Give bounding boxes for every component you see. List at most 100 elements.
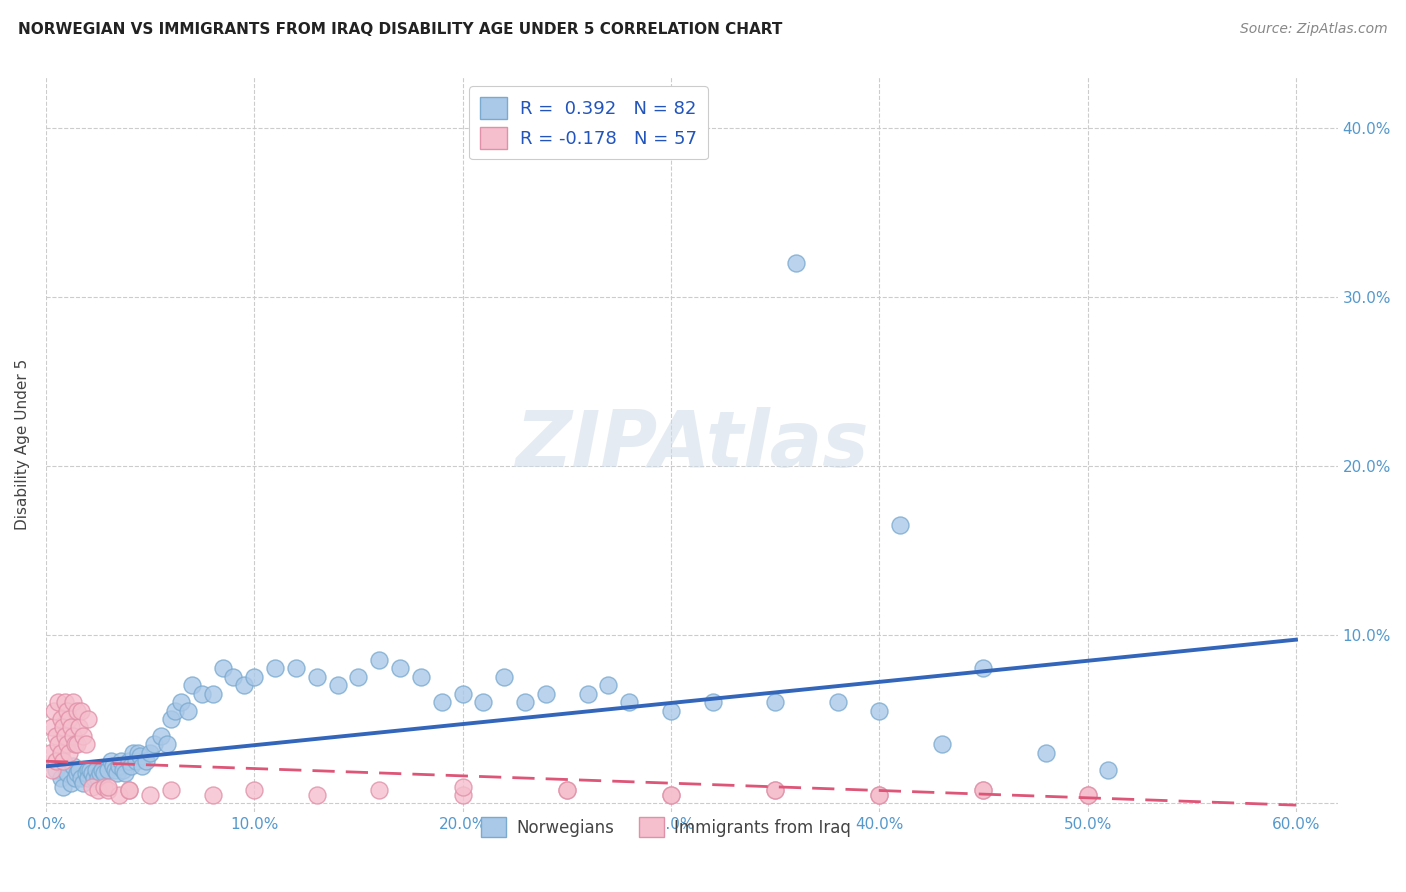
Point bbox=[285, 661, 308, 675]
Point bbox=[97, 780, 120, 794]
Point bbox=[659, 788, 682, 802]
Point bbox=[45, 729, 67, 743]
Point bbox=[763, 783, 786, 797]
Point bbox=[70, 771, 93, 785]
Point bbox=[93, 780, 115, 794]
Point bbox=[555, 783, 578, 797]
Point bbox=[409, 670, 432, 684]
Point bbox=[165, 704, 187, 718]
Point bbox=[451, 780, 474, 794]
Point bbox=[156, 737, 179, 751]
Point bbox=[120, 759, 142, 773]
Point bbox=[76, 771, 98, 785]
Point bbox=[451, 788, 474, 802]
Point bbox=[76, 712, 98, 726]
Point bbox=[52, 754, 75, 768]
Point bbox=[122, 746, 145, 760]
Point bbox=[56, 766, 79, 780]
Point bbox=[389, 661, 412, 675]
Point bbox=[48, 695, 70, 709]
Point bbox=[659, 704, 682, 718]
Point bbox=[52, 780, 75, 794]
Point bbox=[1035, 746, 1057, 760]
Point bbox=[45, 754, 67, 768]
Point bbox=[326, 678, 349, 692]
Point bbox=[79, 763, 101, 777]
Point bbox=[305, 670, 328, 684]
Point bbox=[67, 721, 90, 735]
Point bbox=[451, 687, 474, 701]
Point bbox=[555, 783, 578, 797]
Point bbox=[305, 788, 328, 802]
Point bbox=[347, 670, 370, 684]
Point bbox=[52, 721, 75, 735]
Point bbox=[63, 737, 86, 751]
Point bbox=[118, 783, 141, 797]
Y-axis label: Disability Age Under 5: Disability Age Under 5 bbox=[15, 359, 30, 530]
Point bbox=[143, 737, 166, 751]
Point bbox=[827, 695, 849, 709]
Point bbox=[368, 783, 391, 797]
Point bbox=[264, 661, 287, 675]
Point bbox=[108, 788, 131, 802]
Text: ZIPAtlas: ZIPAtlas bbox=[515, 407, 869, 483]
Point bbox=[110, 754, 132, 768]
Point bbox=[619, 695, 641, 709]
Point bbox=[232, 678, 254, 692]
Point bbox=[1077, 788, 1099, 802]
Point bbox=[108, 759, 131, 773]
Point bbox=[59, 776, 82, 790]
Point bbox=[84, 763, 107, 777]
Point bbox=[222, 670, 245, 684]
Point bbox=[58, 746, 80, 760]
Point bbox=[176, 704, 198, 718]
Legend: Norwegians, Immigrants from Iraq: Norwegians, Immigrants from Iraq bbox=[474, 810, 858, 844]
Point bbox=[868, 704, 890, 718]
Point bbox=[868, 788, 890, 802]
Point bbox=[931, 737, 953, 751]
Point bbox=[191, 687, 214, 701]
Point bbox=[1077, 788, 1099, 802]
Point bbox=[702, 695, 724, 709]
Point bbox=[201, 687, 224, 701]
Point bbox=[368, 653, 391, 667]
Point bbox=[104, 763, 127, 777]
Point bbox=[972, 783, 994, 797]
Point bbox=[139, 788, 162, 802]
Point bbox=[56, 737, 79, 751]
Point bbox=[58, 712, 80, 726]
Point bbox=[243, 670, 266, 684]
Point bbox=[53, 695, 76, 709]
Point bbox=[201, 788, 224, 802]
Point bbox=[66, 766, 89, 780]
Point bbox=[100, 754, 122, 768]
Point bbox=[45, 763, 67, 777]
Point bbox=[534, 687, 557, 701]
Point bbox=[243, 783, 266, 797]
Point bbox=[576, 687, 599, 701]
Point bbox=[75, 766, 97, 780]
Point bbox=[112, 763, 135, 777]
Point bbox=[97, 763, 120, 777]
Text: Source: ZipAtlas.com: Source: ZipAtlas.com bbox=[1240, 22, 1388, 37]
Point bbox=[763, 695, 786, 709]
Point bbox=[80, 780, 103, 794]
Point bbox=[62, 759, 84, 773]
Point bbox=[598, 678, 620, 692]
Point bbox=[785, 256, 807, 270]
Point bbox=[48, 737, 70, 751]
Point bbox=[87, 771, 110, 785]
Point bbox=[62, 729, 84, 743]
Point bbox=[49, 712, 72, 726]
Point bbox=[39, 746, 62, 760]
Point bbox=[972, 661, 994, 675]
Point bbox=[72, 729, 94, 743]
Point bbox=[763, 783, 786, 797]
Point bbox=[83, 771, 105, 785]
Point bbox=[101, 759, 124, 773]
Point bbox=[128, 749, 150, 764]
Point bbox=[868, 788, 890, 802]
Point bbox=[118, 783, 141, 797]
Point bbox=[430, 695, 453, 709]
Point bbox=[127, 746, 149, 760]
